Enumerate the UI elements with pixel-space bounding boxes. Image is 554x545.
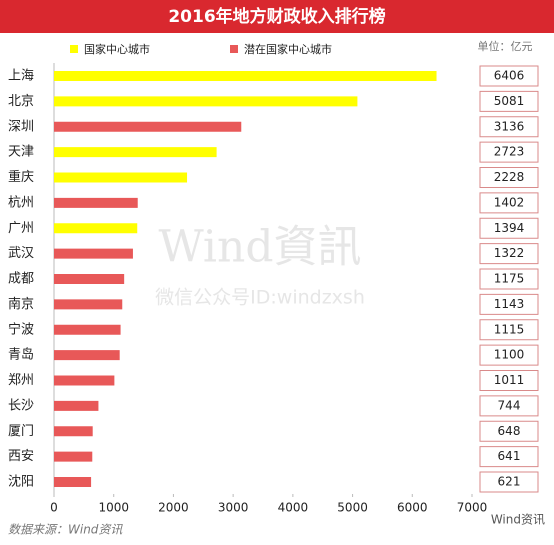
x-tick-label: 7000: [457, 501, 488, 515]
bar: [54, 248, 133, 259]
watermark: Wind資訊: [158, 222, 361, 273]
bar: [54, 400, 99, 411]
value-box: [479, 370, 539, 391]
source: 数据来源：Wind资讯: [8, 523, 123, 537]
value-box: [479, 268, 539, 290]
y-tick-label: 郑州: [8, 373, 34, 388]
x-tick-label: 2000: [158, 501, 189, 515]
bar: [54, 197, 138, 208]
value-box: [479, 90, 539, 112]
x-tick-label: 4000: [278, 501, 309, 515]
value-box: [479, 192, 539, 214]
y-tick-label: 重庆: [8, 169, 34, 185]
y-tick-label: 南京: [8, 296, 34, 312]
x-tick-label: 3000: [218, 501, 249, 515]
y-tick-label: 广州: [8, 221, 34, 236]
value-box: [479, 217, 539, 239]
unit-label: 单位：亿元: [478, 39, 533, 53]
bar: [54, 121, 242, 132]
value-label: 1394: [494, 221, 525, 235]
value-box: [479, 395, 539, 417]
y-tick-label: 杭州: [8, 195, 34, 210]
value-box: [479, 293, 539, 315]
value-box: [479, 141, 539, 163]
value-box: [479, 319, 539, 341]
value-label: 744: [498, 398, 521, 412]
value-label: 1322: [494, 246, 525, 260]
y-tick-label: 成都: [8, 272, 34, 287]
value-label: 5081: [494, 94, 525, 108]
bar: [54, 71, 437, 81]
bar: [54, 147, 217, 158]
y-tick-label: 深圳: [8, 119, 34, 134]
bar: [54, 324, 121, 335]
value-box: [479, 446, 539, 468]
legend-swatch: [70, 45, 78, 53]
value-label: 648: [498, 424, 521, 438]
value-label: 1100: [494, 348, 525, 362]
x-tick-label: 6000: [397, 501, 428, 515]
legend-label: 潜在国家中心城市: [244, 42, 332, 56]
x-tick-label: 0: [50, 501, 58, 515]
legend-swatch: [230, 45, 238, 53]
value-label: 2228: [494, 170, 525, 184]
logo: Wind资讯: [491, 513, 545, 527]
watermark: 微信公众号ID:windzxsh: [155, 287, 365, 309]
bar: [54, 223, 138, 234]
value-label: 3136: [494, 119, 525, 133]
bar: [54, 375, 115, 386]
value-box: [479, 65, 539, 87]
y-tick-label: 上海: [8, 69, 34, 84]
value-label: 1175: [494, 272, 525, 286]
value-box: [479, 116, 539, 138]
value-label: 1143: [494, 297, 525, 311]
y-tick-label: 天津: [8, 145, 34, 160]
x-tick-label: 1000: [98, 501, 129, 515]
bar: [54, 299, 123, 310]
value-label: 6406: [494, 69, 525, 83]
y-tick-label: 长沙: [8, 398, 34, 413]
bar: [54, 172, 188, 183]
bar: [54, 96, 358, 107]
value-label: 1402: [494, 195, 525, 209]
bar: [54, 274, 125, 284]
title-bar: [0, 0, 554, 33]
y-tick-label: 北京: [8, 94, 34, 109]
value-label: 1011: [494, 373, 525, 387]
value-box: [479, 167, 539, 188]
value-box: [479, 420, 539, 442]
chart-title: 2016年地方财政收入排行榜: [168, 6, 385, 27]
bar: [54, 426, 93, 437]
y-tick-label: 沈阳: [8, 475, 34, 490]
value-box: [479, 243, 539, 265]
value-label: 641: [498, 449, 521, 463]
value-box: [479, 471, 539, 493]
value-label: 1115: [494, 322, 525, 336]
y-tick-label: 武汉: [8, 246, 34, 261]
y-tick-label: 厦门: [8, 424, 34, 439]
y-tick-label: 西安: [8, 449, 34, 464]
value-box: [479, 344, 539, 366]
value-label: 2723: [494, 145, 525, 159]
y-tick-label: 青岛: [8, 347, 34, 363]
value-label: 621: [498, 475, 521, 489]
bar: [54, 451, 93, 462]
bar: [54, 350, 120, 361]
y-tick-label: 宁波: [8, 321, 34, 337]
bar: [54, 477, 92, 487]
legend-label: 国家中心城市: [84, 42, 150, 56]
x-tick-label: 5000: [337, 501, 368, 515]
